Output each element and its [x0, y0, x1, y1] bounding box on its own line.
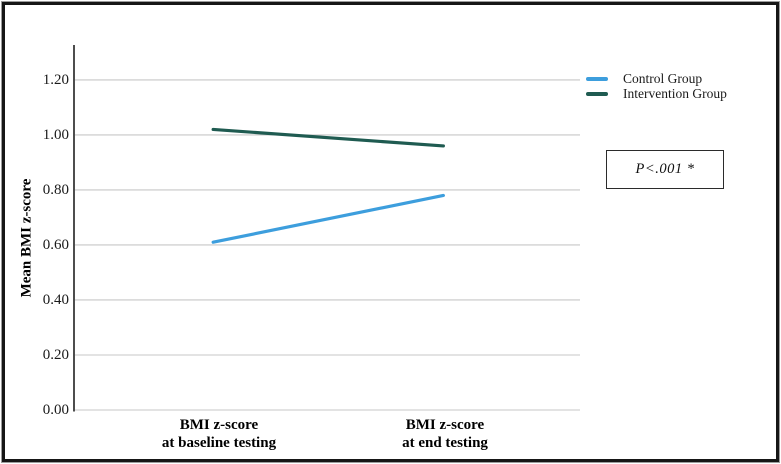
y-axis-title: Mean BMI z-score: [18, 178, 35, 298]
chart-canvas: 0.00 0.20 0.40 0.60 0.80 1.00 1.20 Mean BMI z-…: [5, 5, 776, 459]
intervention-group-line: [211, 127, 445, 148]
p-value-annotation-box: P<.001 *: [606, 150, 724, 189]
y-axis-tick-label: 0.40: [42, 291, 69, 308]
gridlines: [74, 79, 580, 411]
plot-area: [73, 45, 580, 412]
x-axis-label-end-line2: at end testing: [402, 434, 488, 451]
legend-item-control-group: Control Group: [586, 71, 727, 87]
y-axis-tick-label: 0.20: [42, 346, 69, 363]
control-group-line-icon: [586, 76, 608, 81]
x-axis-label-end: BMI z-score at end testing: [335, 417, 555, 452]
y-axis-tick-label: 1.00: [42, 126, 69, 143]
x-axis-label-baseline: BMI z-score at baseline testing: [109, 417, 329, 452]
y-axis-tick-label: 0.80: [42, 181, 69, 198]
legend-label-intervention-group: Intervention Group: [623, 86, 727, 102]
legend-label-control-group: Control Group: [623, 70, 703, 86]
y-axis-tick-label: 0.00: [42, 402, 69, 418]
x-axis-label-end-line1: BMI z-score: [405, 417, 485, 433]
x-axis-label-baseline-line2: at baseline testing: [161, 434, 277, 451]
control-group-line: [211, 193, 445, 244]
y-axis-tick-label: 0.60: [42, 236, 69, 253]
x-axis-label-baseline-line1: BMI z-score: [179, 417, 259, 433]
legend-item-intervention-group: Intervention Group: [586, 86, 727, 103]
legend: Control Group Intervention Group: [586, 71, 727, 102]
p-value-text: P<.001 *: [635, 161, 695, 177]
y-axis-tick-label: 1.20: [42, 71, 69, 88]
intervention-group-line-icon: [586, 92, 608, 97]
